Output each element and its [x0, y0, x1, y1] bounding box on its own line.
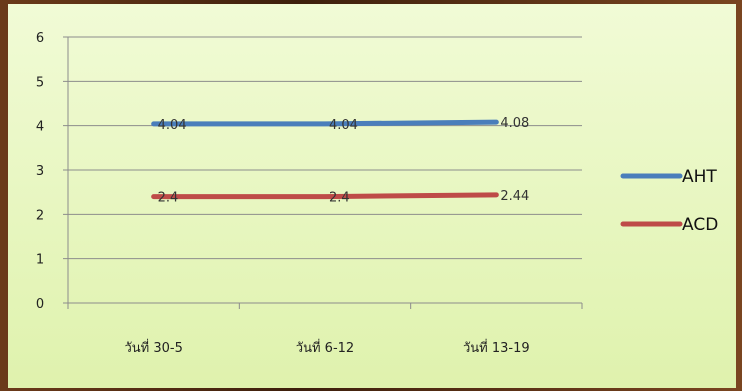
data-label-acd: 2.4	[329, 191, 350, 206]
legend-label-acd: ACD	[682, 215, 718, 235]
axes: 0 1 2 3 4 5 6 วันที่ 30-5 วันที่ 6-12 วันที่ 13-1…	[36, 31, 583, 356]
series-lines	[151, 119, 499, 200]
x-tick-label: วันที่ 30-5	[124, 339, 182, 356]
series-line-acd	[151, 192, 499, 200]
data-labels: 4.04 4.04 4.08 2.4 2.4 2.44	[158, 116, 530, 205]
data-label-aht: 4.04	[329, 118, 358, 133]
x-tick-label: วันที่ 6-12	[296, 339, 354, 356]
data-label-aht: 4.08	[500, 116, 529, 131]
data-label-acd: 2.4	[158, 191, 179, 206]
y-tick-label: 3	[36, 164, 44, 179]
y-tick-label: 4	[36, 120, 44, 135]
x-tick-label: วันที่ 13-19	[463, 339, 530, 356]
y-tick-label: 6	[36, 31, 44, 46]
legend-label-aht: AHT	[682, 167, 717, 187]
gridlines	[63, 36, 582, 304]
legend: AHT ACD	[620, 167, 718, 235]
y-tick-label: 1	[36, 253, 44, 268]
y-tick-label: 2	[36, 208, 44, 223]
data-label-aht: 4.04	[158, 118, 187, 133]
data-label-acd: 2.44	[500, 189, 529, 204]
y-tick-label: 5	[36, 75, 44, 90]
y-tick-label: 0	[36, 297, 44, 312]
series-line-aht	[151, 119, 499, 127]
